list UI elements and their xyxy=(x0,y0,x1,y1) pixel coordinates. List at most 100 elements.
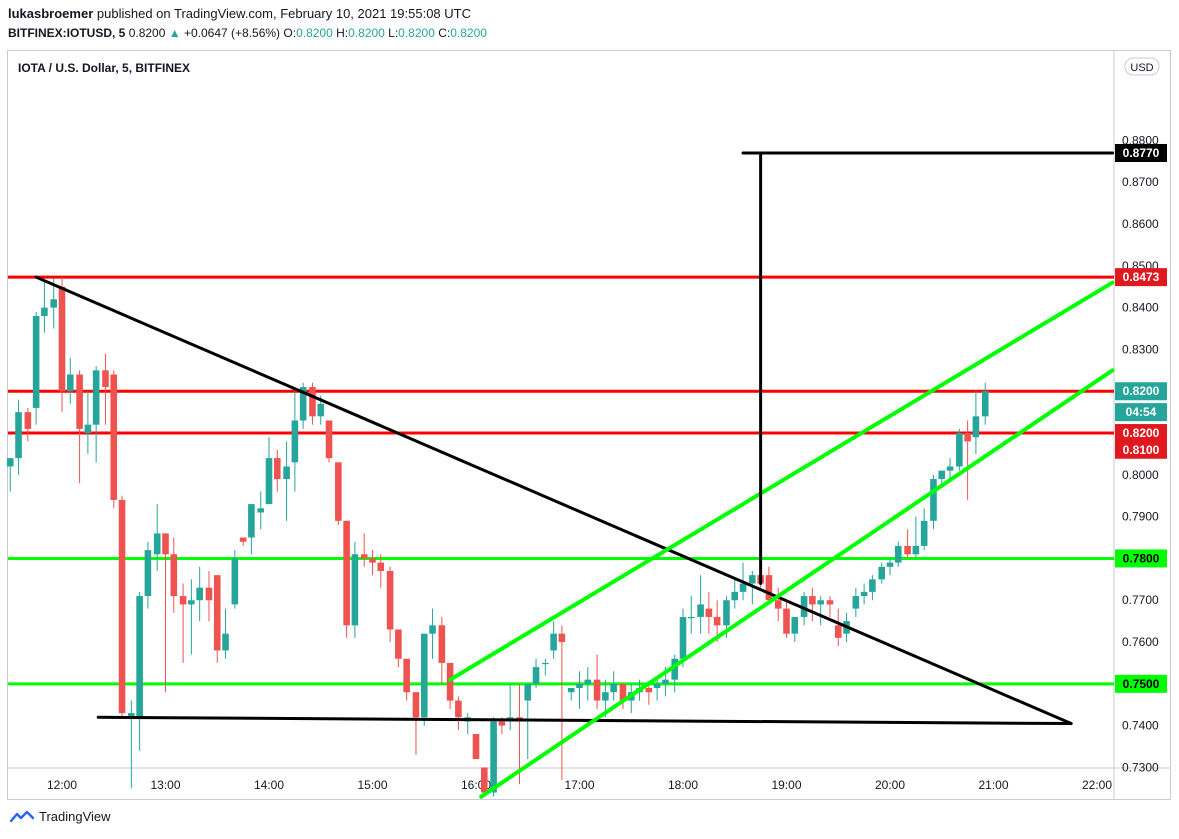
candle-body xyxy=(490,721,497,793)
candle-body xyxy=(84,424,92,434)
price-badge-bg xyxy=(1115,403,1167,422)
candle xyxy=(222,608,229,659)
candle xyxy=(912,516,920,559)
candle xyxy=(506,683,514,730)
candle-body xyxy=(153,533,161,555)
trendline-support xyxy=(96,715,1073,726)
candle-body xyxy=(920,520,928,546)
y-tick-label: 0.7400 xyxy=(1122,719,1159,733)
price-badge-text: 0.7800 xyxy=(1123,551,1160,565)
candle-body xyxy=(878,566,886,580)
candle-body xyxy=(76,374,83,429)
candle xyxy=(542,658,549,676)
currency-label: USD xyxy=(1130,62,1153,74)
candle-body xyxy=(50,299,58,308)
candle xyxy=(170,537,178,613)
high-label: H: xyxy=(336,26,349,40)
candle-body xyxy=(24,412,32,429)
candle-body xyxy=(981,391,989,417)
candle xyxy=(550,621,557,659)
candle-body xyxy=(92,370,100,425)
price-badge-text: 0.8200 xyxy=(1123,384,1160,398)
trendline-descending xyxy=(34,275,1073,726)
low-value: 0.8200 xyxy=(398,26,435,40)
currency-button[interactable]: USD xyxy=(1124,57,1160,76)
price-badge-text: 04:54 xyxy=(1126,405,1157,419)
candle-body xyxy=(110,374,118,500)
candle xyxy=(325,420,333,463)
candle xyxy=(343,520,350,638)
candle-body xyxy=(395,629,402,659)
candle xyxy=(904,529,911,559)
price-level-badge: 0.8200 xyxy=(1115,382,1167,401)
candle-body xyxy=(15,412,22,459)
candle xyxy=(92,366,100,463)
price-level-badge: 0.8200 xyxy=(1115,424,1167,443)
candle-body xyxy=(369,558,376,563)
candle-body xyxy=(128,713,135,718)
candle xyxy=(24,407,32,442)
y-tick-label: 0.8400 xyxy=(1122,301,1159,315)
tradingview-branding[interactable]: TradingView xyxy=(10,809,111,824)
candle xyxy=(619,683,627,709)
candle-body xyxy=(834,625,842,638)
candle xyxy=(731,579,739,609)
price-level-badge: 0.7500 xyxy=(1115,674,1167,693)
trendline-channel-lower xyxy=(479,368,1115,799)
candle-body xyxy=(377,562,385,571)
candle xyxy=(610,671,617,701)
chart-frame xyxy=(7,50,1171,800)
candle xyxy=(351,541,359,638)
x-tick-label: 13:00 xyxy=(150,778,180,792)
candle xyxy=(58,277,66,413)
candle-body xyxy=(32,316,40,408)
candle-body xyxy=(826,600,834,605)
candle xyxy=(377,554,385,588)
candle xyxy=(110,370,118,509)
candle-body xyxy=(360,554,368,559)
x-tick-label: 12:00 xyxy=(47,778,77,792)
candle-body xyxy=(653,683,661,689)
candle-body xyxy=(964,433,971,442)
last-price: 0.8200 xyxy=(128,26,166,40)
candle xyxy=(429,608,436,659)
candle-body xyxy=(671,658,679,680)
candle-body xyxy=(213,575,221,651)
candle xyxy=(283,441,290,521)
candle xyxy=(576,671,583,709)
candle xyxy=(783,600,790,638)
candle xyxy=(248,504,255,555)
candle-body xyxy=(542,662,549,665)
candle-body xyxy=(239,537,247,542)
price-badge-bg xyxy=(1115,549,1167,568)
candle-body xyxy=(309,387,316,417)
candle xyxy=(420,633,428,726)
trendline-channel-upper xyxy=(448,280,1115,682)
candle xyxy=(826,596,834,617)
candle xyxy=(6,458,14,492)
candle xyxy=(774,587,782,622)
author-name[interactable]: lukasbroemer xyxy=(8,6,94,21)
candle-body xyxy=(144,550,152,597)
y-tick-label: 0.7700 xyxy=(1122,593,1159,607)
candle xyxy=(369,550,376,576)
candle-body xyxy=(41,307,48,316)
candle xyxy=(239,537,247,546)
candle xyxy=(213,575,221,663)
price-badge-bg xyxy=(1115,440,1167,459)
candle-body xyxy=(705,608,713,617)
candle xyxy=(653,679,661,701)
candle-body xyxy=(317,403,325,417)
candle xyxy=(645,683,653,705)
candle xyxy=(809,587,816,622)
candle-body xyxy=(58,286,66,392)
candle xyxy=(403,658,410,701)
x-tick-label: 21:00 xyxy=(978,778,1008,792)
price-badge-text: 0.8100 xyxy=(1123,443,1160,457)
y-tick-label: 0.7900 xyxy=(1122,510,1159,524)
candle xyxy=(687,596,695,634)
price-badge-bg xyxy=(1115,674,1167,693)
close-value: 0.8200 xyxy=(450,26,487,40)
candle-body xyxy=(972,416,980,438)
